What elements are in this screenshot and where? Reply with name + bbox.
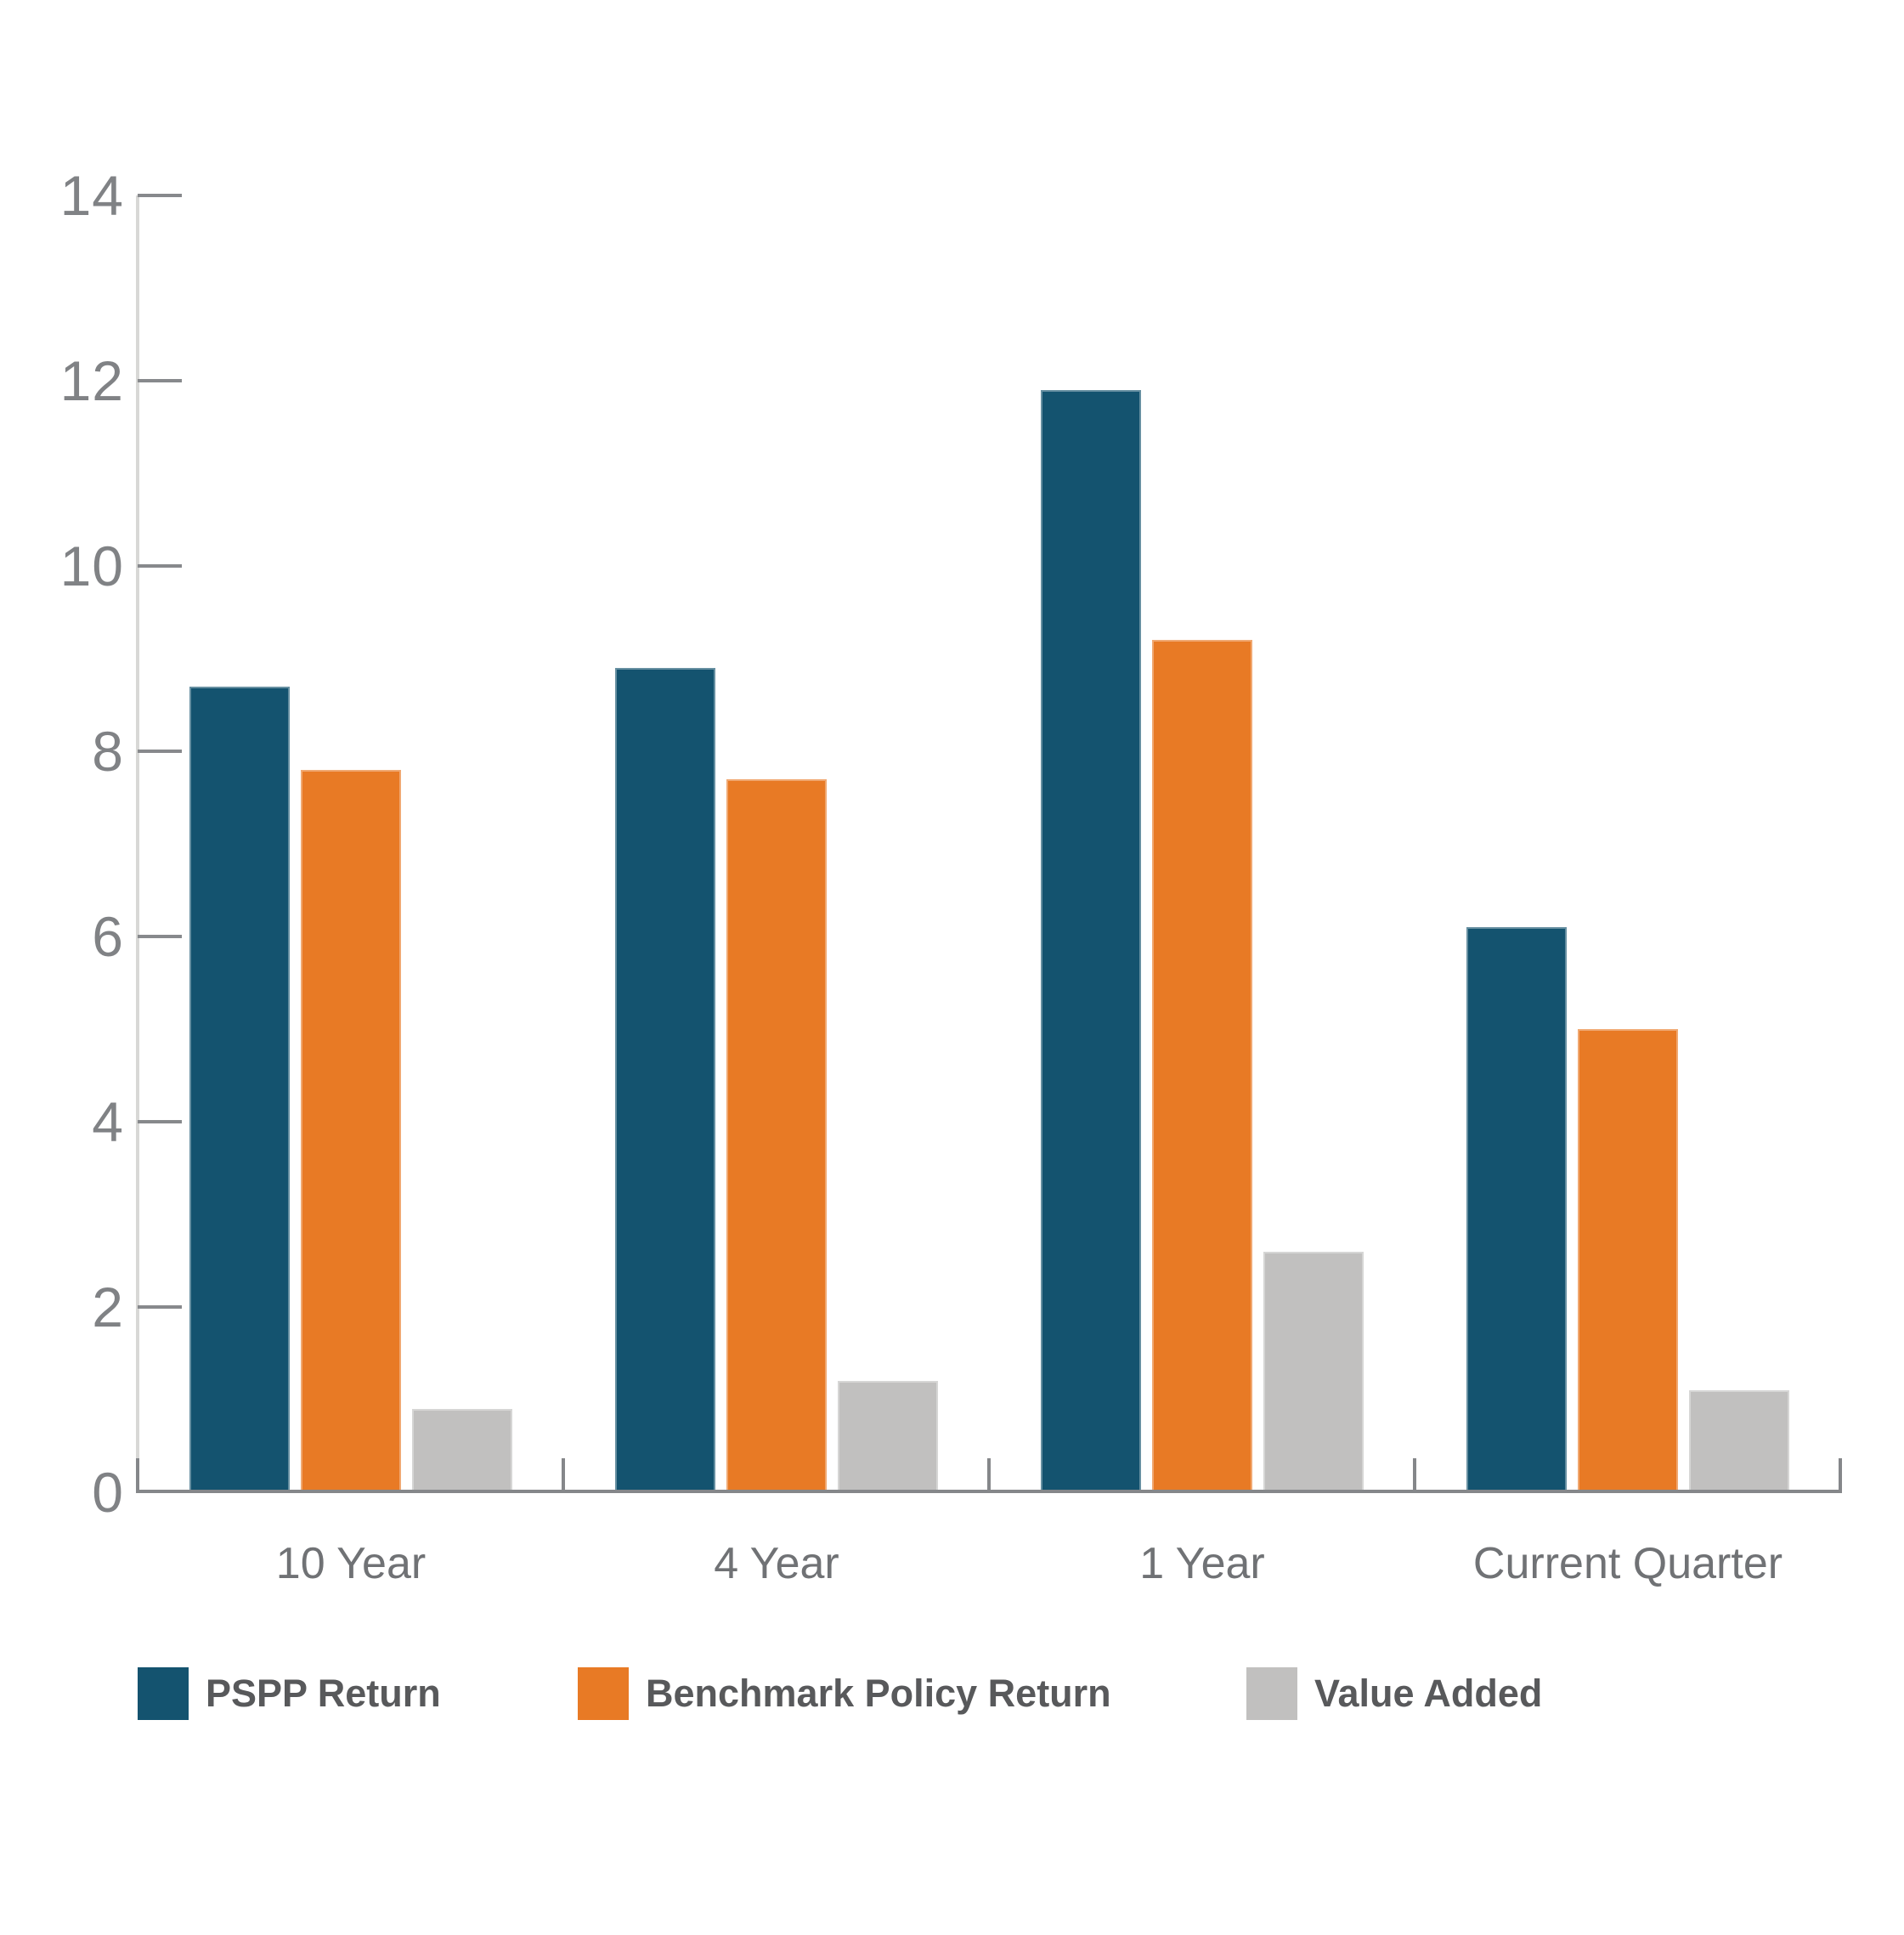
y-tick-2 (138, 1305, 182, 1309)
y-tick-4 (138, 1120, 182, 1123)
legend-label-pspp-return: PSPP Return (206, 1672, 441, 1715)
y-tick-label-6: 6 (92, 905, 124, 968)
bar-1-year-benchmark-policy-return (1152, 640, 1252, 1492)
bar-10-year-value-added (412, 1409, 512, 1492)
x-label-10-year: 10 Year (275, 1539, 427, 1588)
y-tick-6 (138, 935, 182, 938)
y-tick-label-4: 4 (92, 1090, 124, 1153)
x-axis-line (136, 1490, 1842, 1493)
y-tick-label-0: 0 (92, 1461, 124, 1524)
y-tick-10 (138, 564, 182, 568)
bar-4-year-value-added (838, 1381, 938, 1492)
bar-10-year-pspp-return (189, 687, 290, 1492)
legend-swatch-benchmark-policy-return (578, 1667, 629, 1720)
y-tick-label-12: 12 (59, 349, 124, 412)
x-boundary-tick-3 (1413, 1458, 1416, 1491)
bar-4-year-benchmark-policy-return (726, 779, 827, 1492)
y-tick-8 (138, 750, 182, 753)
y-axis-line (136, 195, 139, 1492)
legend-swatch-value-added (1246, 1667, 1297, 1720)
x-label-1-year: 1 Year (1139, 1539, 1265, 1588)
x-label-4-year: 4 Year (714, 1539, 839, 1588)
legend-label-benchmark-policy-return: Benchmark Policy Return (646, 1672, 1111, 1715)
y-tick-14 (138, 194, 182, 197)
legend-label-value-added: Value Added (1314, 1672, 1543, 1715)
bar-current-quarter-value-added (1689, 1390, 1789, 1492)
y-tick-12 (138, 379, 182, 382)
x-boundary-tick-1 (562, 1458, 565, 1491)
legend-item-pspp-return: PSPP Return (138, 1667, 441, 1720)
x-label-current-quarter: Current Quarter (1472, 1539, 1783, 1588)
y-tick-label-8: 8 (92, 720, 124, 783)
bar-current-quarter-benchmark-policy-return (1578, 1029, 1678, 1492)
x-boundary-tick-4 (1839, 1458, 1842, 1491)
y-tick-label-2: 2 (92, 1276, 124, 1338)
bar-4-year-pspp-return (615, 668, 715, 1492)
x-boundary-tick-0 (136, 1458, 139, 1491)
bar-1-year-value-added (1263, 1252, 1364, 1492)
bar-current-quarter-pspp-return (1466, 927, 1567, 1492)
legend-swatch-pspp-return (138, 1667, 189, 1720)
y-tick-label-10: 10 (59, 535, 124, 597)
bar-10-year-benchmark-policy-return (301, 770, 401, 1492)
x-boundary-tick-2 (987, 1458, 991, 1491)
y-tick-label-14: 14 (59, 164, 124, 227)
legend-item-value-added: Value Added (1246, 1667, 1542, 1720)
bar-1-year-pspp-return (1041, 390, 1141, 1492)
legend-item-benchmark-policy-return: Benchmark Policy Return (578, 1667, 1111, 1720)
